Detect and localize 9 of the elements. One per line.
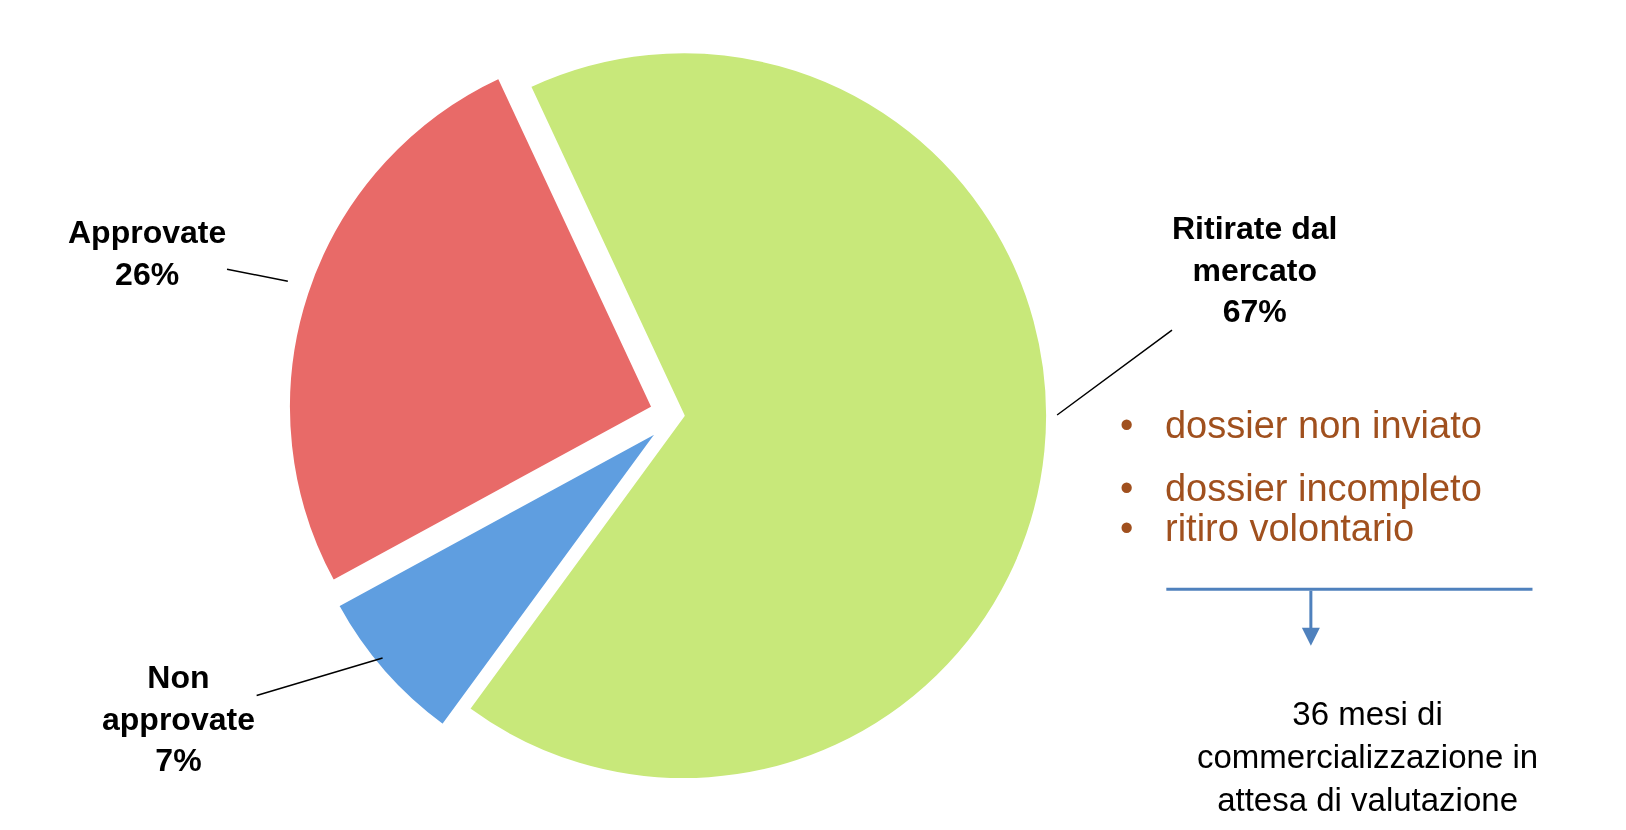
data-label: 7% (155, 742, 202, 779)
slice-label: Ritirate dal mercato (1172, 210, 1338, 288)
data-label: 67% (1222, 293, 1287, 330)
text: • dossier incompleto (1120, 467, 1482, 509)
text: 36 mesi di commercializzazione in attesa di valutazione (1197, 695, 1539, 818)
text: • dossier non inviato (1120, 404, 1482, 446)
slice-label: Approvate (68, 214, 227, 250)
slice-label: Non approvate (102, 659, 255, 737)
data-label: 26% (115, 255, 180, 292)
